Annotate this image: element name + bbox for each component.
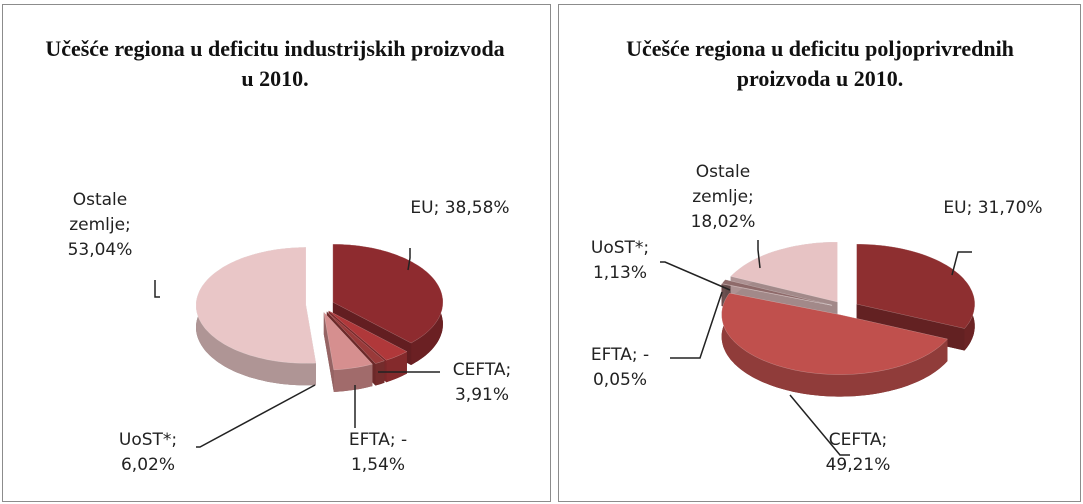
chart-title: Učešće regiona u deficitu industrijskih … (45, 36, 505, 91)
data-label: EFTA; - 0,05% (590, 345, 650, 390)
chart-panel (2, 4, 551, 502)
slice (730, 241, 838, 303)
leader-line (951, 251, 972, 276)
data-label: CEFTA; 49,21% (825, 430, 891, 475)
slice (721, 292, 948, 375)
slice (195, 247, 317, 364)
leader-line (407, 248, 411, 271)
leader-line (154, 280, 160, 298)
data-label: EU; 31,70% (943, 198, 1043, 218)
slice-side (721, 293, 948, 397)
leader-line (670, 291, 723, 359)
slice (721, 283, 832, 306)
slice-side (375, 360, 385, 386)
data-label: Ostale zemlje; 53,04% (67, 190, 133, 260)
data-label: CEFTA; 3,91% (452, 360, 512, 405)
leader-line (757, 240, 761, 269)
data-label: UoST*; 1,13% (590, 238, 650, 283)
slice-wall (323, 312, 334, 392)
leader-line (789, 394, 850, 456)
slice-side (386, 351, 407, 383)
slice (721, 279, 833, 306)
chart-panel (558, 4, 1081, 502)
chart-title: Učešće regiona u deficitu poljoprivredni… (626, 36, 1014, 91)
slice (332, 243, 444, 344)
data-label: EFTA; - 1,54% (348, 430, 408, 475)
slice (328, 310, 408, 361)
leader-line (196, 384, 316, 448)
slice-side (333, 364, 373, 392)
slice (856, 243, 975, 329)
data-label: Ostale zemlje; 18,02% (690, 162, 756, 232)
data-label: UoST*; 6,02% (118, 430, 178, 475)
slice (323, 311, 373, 371)
leader-line (660, 261, 731, 291)
data-label: EU; 38,58% (410, 198, 510, 218)
slice (326, 311, 385, 364)
